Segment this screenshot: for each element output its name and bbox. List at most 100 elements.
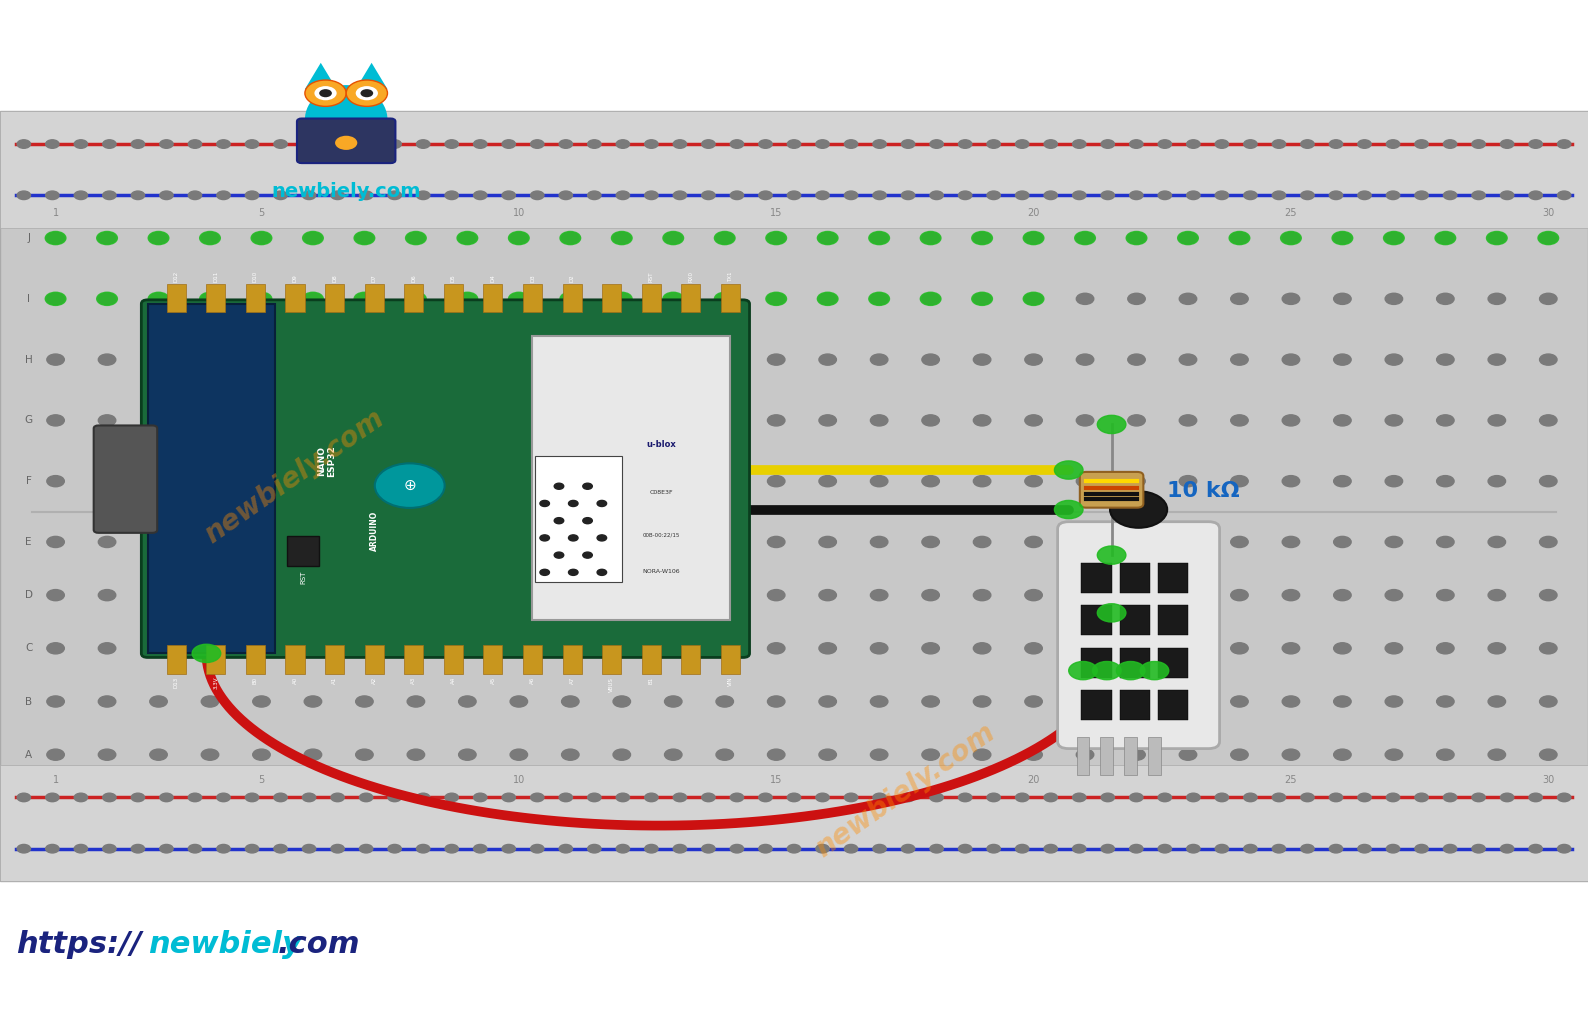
Circle shape xyxy=(1301,140,1315,148)
Circle shape xyxy=(75,140,87,148)
Circle shape xyxy=(502,845,516,853)
Circle shape xyxy=(988,140,1000,148)
Circle shape xyxy=(1329,793,1342,801)
Circle shape xyxy=(559,191,572,200)
Circle shape xyxy=(973,476,991,487)
Circle shape xyxy=(1100,140,1115,148)
Circle shape xyxy=(335,136,357,150)
Circle shape xyxy=(1437,415,1455,425)
Circle shape xyxy=(959,845,972,853)
Circle shape xyxy=(1231,696,1248,707)
Circle shape xyxy=(330,845,345,853)
Circle shape xyxy=(252,476,270,487)
Circle shape xyxy=(870,354,888,365)
Circle shape xyxy=(508,292,529,305)
Circle shape xyxy=(1024,643,1042,654)
Text: A4: A4 xyxy=(451,677,456,684)
Circle shape xyxy=(562,590,580,601)
Circle shape xyxy=(1127,233,1145,244)
Circle shape xyxy=(973,696,991,707)
Circle shape xyxy=(562,415,580,425)
Circle shape xyxy=(816,845,829,853)
Circle shape xyxy=(473,191,488,200)
Circle shape xyxy=(1054,461,1083,479)
Circle shape xyxy=(346,80,387,106)
Circle shape xyxy=(1093,661,1121,680)
Circle shape xyxy=(48,537,64,547)
Circle shape xyxy=(218,140,230,148)
Circle shape xyxy=(645,191,657,200)
Text: newbiely: newbiely xyxy=(148,930,302,958)
Circle shape xyxy=(149,476,167,487)
Circle shape xyxy=(870,293,888,304)
Circle shape xyxy=(1243,191,1258,200)
Circle shape xyxy=(1436,231,1456,245)
Circle shape xyxy=(1186,845,1201,853)
Text: RX0: RX0 xyxy=(688,270,694,282)
Circle shape xyxy=(645,140,657,148)
Circle shape xyxy=(616,845,629,853)
Circle shape xyxy=(1282,696,1299,707)
Circle shape xyxy=(1023,292,1043,305)
Circle shape xyxy=(845,191,858,200)
Circle shape xyxy=(218,191,230,200)
Circle shape xyxy=(1215,793,1229,801)
Circle shape xyxy=(202,590,219,601)
Circle shape xyxy=(716,293,734,304)
FancyBboxPatch shape xyxy=(1058,522,1220,749)
Circle shape xyxy=(662,292,683,305)
Circle shape xyxy=(664,749,681,760)
Text: 25: 25 xyxy=(1285,775,1297,785)
Circle shape xyxy=(1383,231,1404,245)
Circle shape xyxy=(873,191,886,200)
Bar xyxy=(642,645,661,674)
Circle shape xyxy=(1180,749,1197,760)
Circle shape xyxy=(1186,140,1201,148)
Bar xyxy=(405,284,424,312)
Circle shape xyxy=(132,845,145,853)
Circle shape xyxy=(407,476,424,487)
Circle shape xyxy=(305,643,322,654)
Circle shape xyxy=(510,537,527,547)
Circle shape xyxy=(1385,749,1402,760)
Circle shape xyxy=(716,696,734,707)
Circle shape xyxy=(1332,231,1353,245)
Circle shape xyxy=(356,293,373,304)
Bar xyxy=(246,284,265,312)
Circle shape xyxy=(973,749,991,760)
Circle shape xyxy=(305,80,346,106)
Circle shape xyxy=(870,415,888,425)
Circle shape xyxy=(1272,793,1286,801)
Bar xyxy=(1081,648,1112,678)
Circle shape xyxy=(730,140,743,148)
Circle shape xyxy=(98,590,116,601)
Circle shape xyxy=(407,643,424,654)
Circle shape xyxy=(273,793,287,801)
Circle shape xyxy=(767,233,784,244)
Circle shape xyxy=(819,749,837,760)
Circle shape xyxy=(1231,476,1248,487)
Circle shape xyxy=(416,793,430,801)
Circle shape xyxy=(759,793,772,801)
Circle shape xyxy=(416,845,430,853)
Circle shape xyxy=(816,793,829,801)
Circle shape xyxy=(48,293,64,304)
Circle shape xyxy=(613,293,630,304)
Circle shape xyxy=(1126,231,1147,245)
Circle shape xyxy=(559,845,572,853)
Text: 5: 5 xyxy=(259,208,265,218)
Circle shape xyxy=(416,191,430,200)
Circle shape xyxy=(1097,415,1126,434)
Circle shape xyxy=(1024,590,1042,601)
Circle shape xyxy=(1215,140,1229,148)
Circle shape xyxy=(1437,293,1455,304)
Circle shape xyxy=(1272,191,1286,200)
Circle shape xyxy=(788,845,800,853)
Circle shape xyxy=(1077,590,1094,601)
Circle shape xyxy=(988,845,1000,853)
Circle shape xyxy=(502,191,516,200)
Circle shape xyxy=(767,476,784,487)
Circle shape xyxy=(202,476,219,487)
Bar xyxy=(602,645,621,674)
Circle shape xyxy=(405,292,426,305)
